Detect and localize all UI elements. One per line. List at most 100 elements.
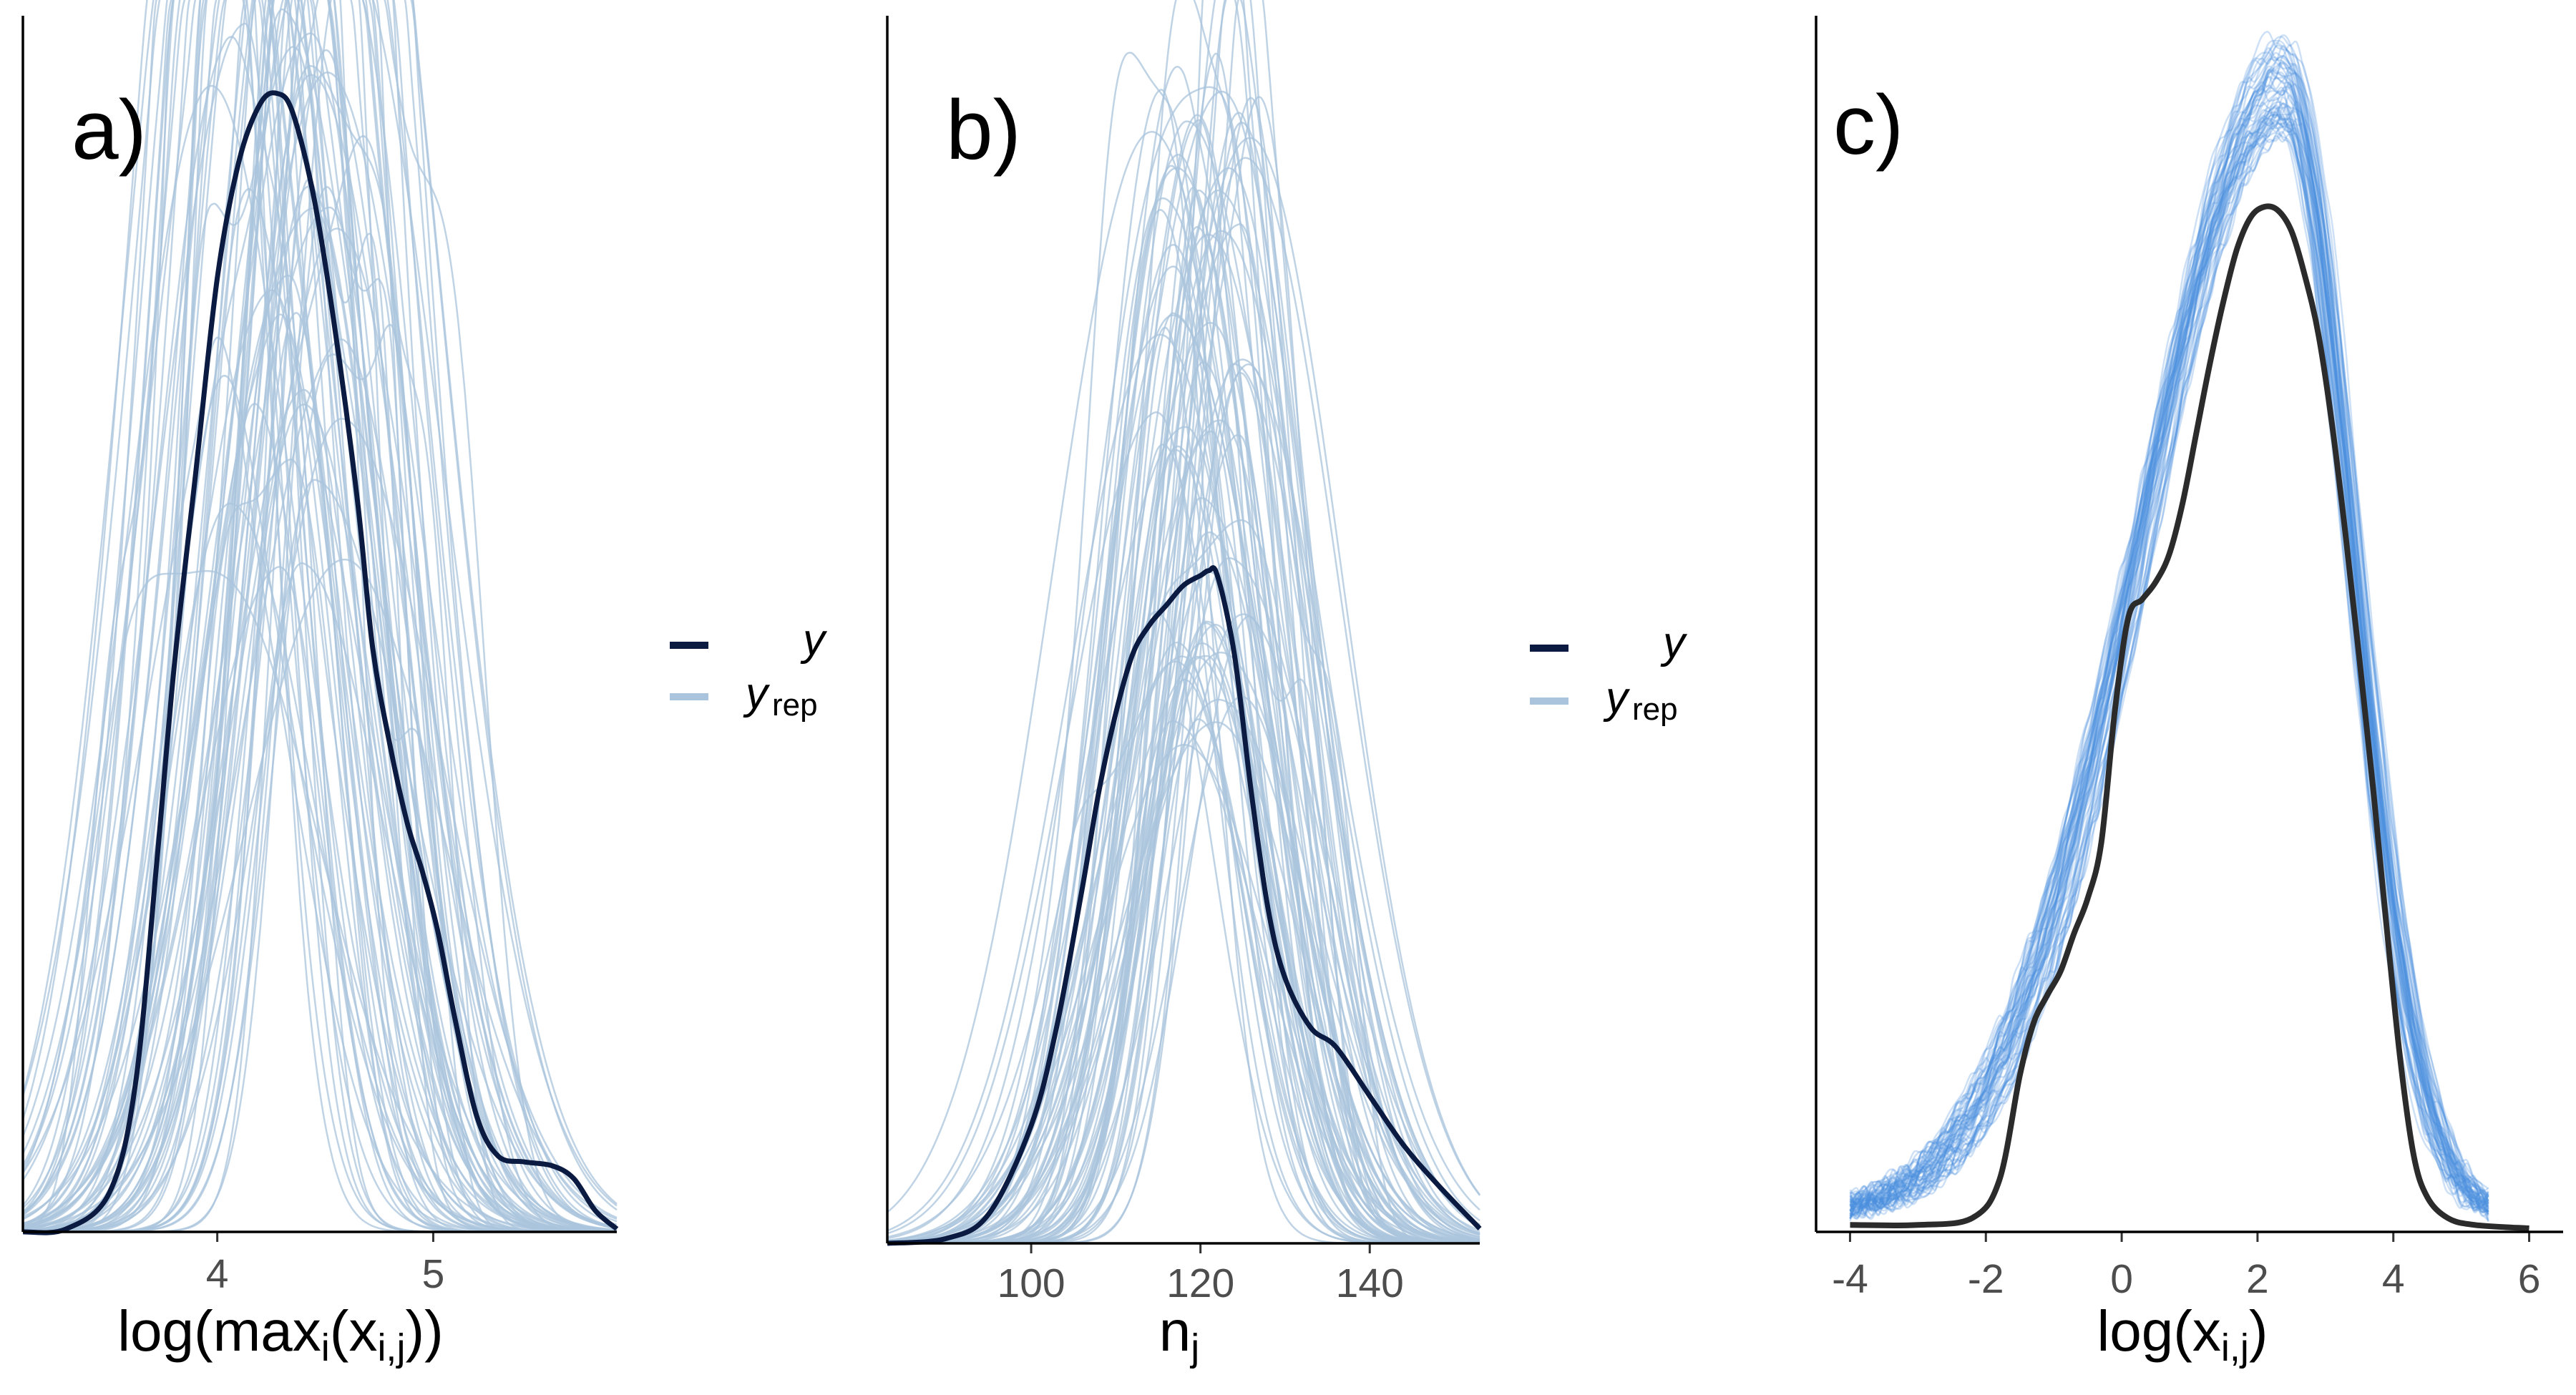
panel-b-yrep-line bbox=[887, 314, 1480, 1243]
panel-c-yrep-line bbox=[1849, 69, 2489, 1219]
panel-c-yrep-line bbox=[1850, 68, 2489, 1210]
panel-a-yrep-line bbox=[22, 0, 618, 1233]
legend-a: y y rep bbox=[670, 615, 828, 723]
panel-c-yrep-line bbox=[1850, 114, 2489, 1213]
panel-c-yrep-line bbox=[1849, 124, 2489, 1216]
panel-c-yrep-line bbox=[1849, 77, 2489, 1210]
panel-c-yrep-line bbox=[1849, 83, 2489, 1213]
panel-c-yrep-line bbox=[1849, 41, 2489, 1215]
panel-c-yrep-line bbox=[1849, 96, 2489, 1211]
panel-c-yrep-line bbox=[1849, 100, 2489, 1219]
panel-c-yrep-group bbox=[1849, 31, 2489, 1223]
panel-c-yrep-line bbox=[1849, 101, 2489, 1221]
panel-b-yrep-line bbox=[887, 326, 1480, 1244]
panel-a-tick-label: 4 bbox=[206, 1251, 229, 1297]
panel-c-yrep-line bbox=[1849, 117, 2489, 1212]
panel-c-yrep-line bbox=[1849, 110, 2489, 1205]
panel-c-yrep-line bbox=[1849, 81, 2489, 1208]
panel-a-xlabel: log(maxi(xi,j)) bbox=[117, 1299, 443, 1369]
panel-c-tick-label: -4 bbox=[1832, 1256, 1868, 1302]
panel-b-y-line bbox=[887, 565, 1482, 1246]
panel-c-yrep-line bbox=[1849, 87, 2489, 1212]
panel-c-tick-label: -2 bbox=[1968, 1256, 2004, 1302]
panel-c-yrep-line bbox=[1850, 56, 2489, 1217]
panel-a-yrep-line bbox=[22, 418, 618, 1233]
panel-c-yrep-line bbox=[1849, 84, 2489, 1212]
panel-c-yrep-line bbox=[1849, 121, 2489, 1216]
panel-c-yrep-line bbox=[1849, 131, 2489, 1218]
panel-b-tick-label: 140 bbox=[1336, 1261, 1404, 1306]
panel-b-yrep-line bbox=[887, 623, 1480, 1245]
panel-c-yrep-line bbox=[1849, 34, 2489, 1213]
panel-c-yrep-line bbox=[1849, 106, 2489, 1220]
panel-b: 100 120 140 b) nj bbox=[887, 0, 1482, 1369]
panel-c-yrep-line bbox=[1849, 44, 2489, 1212]
panel-c-label: c) bbox=[1833, 78, 1903, 172]
panel-c-tick-label: 2 bbox=[2246, 1256, 2269, 1302]
panel-c-yrep-line bbox=[1849, 108, 2489, 1213]
panel-c-yrep-line bbox=[1849, 110, 2489, 1214]
panel-c-yrep-line bbox=[1849, 122, 2489, 1220]
panel-a-yrep-line bbox=[21, 0, 617, 1233]
panel-c-tick-label: 6 bbox=[2518, 1256, 2541, 1302]
panel-c-yrep-line bbox=[1849, 72, 2489, 1218]
panel-b-yrep-line bbox=[887, 131, 1480, 1242]
panel-c-yrep-line bbox=[1850, 102, 2489, 1208]
panel-a-y-line bbox=[22, 90, 619, 1235]
panel-c-yrep-line bbox=[1849, 62, 2489, 1213]
panel-b-xticks: 100 120 140 bbox=[997, 1243, 1404, 1306]
panel-a-yrep-group bbox=[21, 0, 618, 1233]
panel-c-yrep-line bbox=[1849, 89, 2489, 1213]
panel-c-yrep-line bbox=[1849, 62, 2489, 1220]
panel-c-tick-label: 0 bbox=[2110, 1256, 2133, 1302]
panel-a-yrep-line bbox=[22, 0, 618, 1233]
panel-b-tick-label: 100 bbox=[997, 1261, 1065, 1306]
panel-a-yrep-line bbox=[23, 403, 618, 1233]
panel-c-yrep-line bbox=[1849, 102, 2489, 1222]
panel-a-tick-label: 5 bbox=[422, 1251, 445, 1297]
panel-c-yrep-line bbox=[1850, 69, 2489, 1223]
legend-b-y-label: y bbox=[1660, 618, 1688, 667]
panel-c-yrep-line bbox=[1849, 54, 2489, 1220]
panel-a-yrep-line bbox=[21, 0, 618, 1233]
panel-b-yrep-line bbox=[887, 641, 1480, 1245]
panel-c-xticks: -4 -2 0 2 4 6 bbox=[1832, 1232, 2540, 1302]
panel-a-yrep-line bbox=[22, 0, 618, 1233]
panel-b-yrep-line bbox=[887, 519, 1480, 1244]
panel-c-yrep-line bbox=[1850, 117, 2489, 1217]
panel-a-yrep-line bbox=[23, 8, 618, 1233]
panel-c-yrep-line bbox=[1849, 36, 2489, 1208]
axes-lines bbox=[21, 16, 2563, 1245]
panel-c-yrep-line bbox=[1850, 113, 2489, 1210]
legend-b: y y rep bbox=[1530, 618, 1688, 727]
panel-b-yrep-line bbox=[887, 678, 1480, 1245]
panel-a-yrep-line bbox=[22, 0, 618, 1231]
legend-a-yrep-label: y rep bbox=[743, 669, 818, 723]
panel-c-yrep-line bbox=[1849, 39, 2489, 1218]
panel-b-tick-label: 120 bbox=[1166, 1261, 1234, 1306]
legend-a-y-label: y bbox=[800, 615, 828, 665]
legend-b-yrep-label: y rep bbox=[1603, 673, 1678, 727]
panel-b-yrep-line bbox=[887, 333, 1480, 1243]
panel-c-yrep-line bbox=[1850, 57, 2489, 1213]
panel-a-yrep-line bbox=[22, 0, 617, 1233]
panel-b-yrep-group bbox=[887, 0, 1481, 1245]
panel-c-yrep-line bbox=[1850, 122, 2489, 1216]
panel-b-yrep-line bbox=[887, 642, 1480, 1245]
panel-b-yrep-line bbox=[887, 189, 1480, 1245]
panel-c-y-line bbox=[1850, 203, 2529, 1232]
panel-a-yrep-line bbox=[22, 0, 618, 1233]
panel-a-yrep-line bbox=[22, 0, 618, 1228]
panel-c-yrep-line bbox=[1850, 132, 2489, 1206]
panel-c-yrep-line bbox=[1849, 117, 2489, 1205]
panel-c-yrep-line bbox=[1850, 60, 2489, 1216]
panel-b-yrep-line bbox=[887, 322, 1480, 1244]
panel-c-yrep-line bbox=[1849, 114, 2489, 1206]
panel-c-yrep-line bbox=[1849, 107, 2489, 1213]
panel-c-yrep-line bbox=[1849, 69, 2489, 1219]
panel-c-yrep-line bbox=[1849, 64, 2489, 1207]
panel-c-yrep-line bbox=[1850, 31, 2489, 1209]
